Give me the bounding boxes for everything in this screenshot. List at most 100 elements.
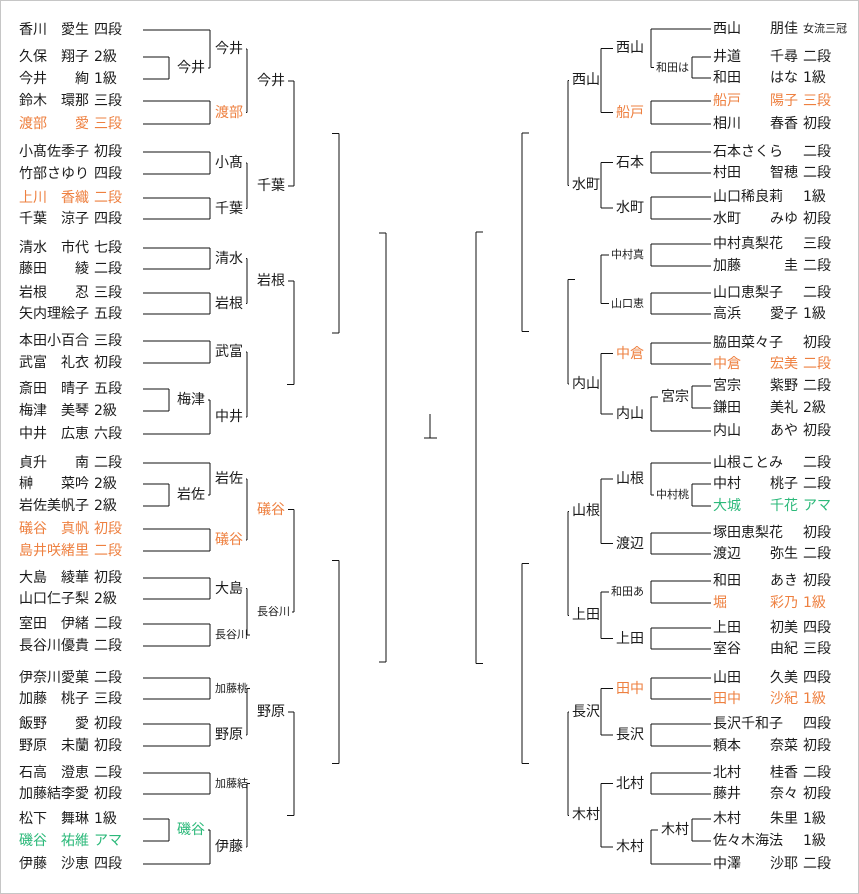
family-name: 岩根 [19,285,47,301]
family-name: 礒谷 [19,521,47,537]
player-name: 中村 桃子 [713,474,798,494]
given-name: 沙紀 [770,691,798,707]
player-name: 香川 愛生 [19,20,89,40]
player-rank: 初段 [803,525,831,541]
family-name: 村田 [713,165,741,181]
player-left-36: 伊藤 沙恵 四段 [19,854,122,874]
player-name: 山口仁子梨 [19,589,89,609]
player-left-6: 小髙佐季子 初段 [19,142,122,162]
family-name: 水町 [713,211,741,227]
player-right-15: 中倉 宏美 二段 [713,354,831,374]
player-rank: 七段 [94,240,122,256]
round-winner-label: 宮宗 [661,389,689,405]
family-name: 加藤 [19,691,47,707]
player-rank: 1級 [803,595,826,611]
player-name: 藤田 綾 [19,259,89,279]
player-name: 鎌田 美礼 [713,398,798,418]
player-right-32: 北村 桂香 二段 [713,763,831,783]
family-name: 大島 [19,570,47,586]
family-name: 中澤 [713,856,741,872]
player-name: 大島 綾華 [19,568,89,588]
round-winner-label: 西山 [616,40,644,57]
player-name: 松下 舞琳 [19,809,89,829]
given-name: 千尋 [770,49,798,65]
given-name: みゆ [770,211,798,227]
player-name: 加藤 圭 [713,256,798,276]
player-rank: 二段 [803,546,831,562]
player-left-16: 斎田 晴子 五段 [19,379,122,399]
round-winner-label: 木村 [572,807,600,824]
given-name: 由紀 [770,641,798,657]
player-name: 宮宗 紫野 [713,376,798,396]
family-name: 内山 [713,423,741,439]
family-name: 加藤結李愛 [19,786,89,802]
player-name: 中井 広恵 [19,424,89,444]
family-name: 藤井 [713,786,741,802]
player-rank: 1級 [803,70,826,86]
player-rank: 1級 [803,306,826,322]
player-rank: 初段 [94,570,122,586]
player-name: 大城 千花 [713,496,798,516]
given-name: 桃子 [61,691,89,707]
player-rank: 2級 [94,498,117,514]
player-name: 石本さくら [713,142,798,162]
player-right-11: 加藤 圭二段 [713,256,831,276]
round-winner-label: 木村 [616,839,644,855]
player-name: 野原 未蘭 [19,736,89,756]
round-winner-label: 山根 [616,471,644,487]
player-name: 室田 伊緒 [19,614,89,634]
player-name: 頼本 奈菜 [713,736,798,756]
family-name: 室谷 [713,641,741,657]
family-name: 山口恵梨子 [713,285,783,301]
round-winner-label: 和田あ [611,585,644,598]
family-name: 梅津 [19,403,47,419]
family-name: 船戸 [713,93,741,109]
player-left-35: 磯谷 祐維 アマ [19,831,122,851]
round-winner-label: 野原 [257,703,285,720]
player-rank: 二段 [94,455,122,471]
player-rank: 初段 [803,573,831,589]
player-name: 中倉 宏美 [713,354,798,374]
player-rank: 初段 [803,211,831,227]
player-name: 山口稀良莉 [713,187,798,207]
player-right-23: 渡辺 弥生 二段 [713,544,831,564]
player-rank: 初段 [803,786,831,802]
player-rank: 三段 [803,641,831,657]
player-left-34: 松下 舞琳 1級 [19,809,117,829]
given-name: 桃子 [770,476,798,492]
player-right-7: 村田 智穂 二段 [713,163,831,183]
player-rank: 三段 [94,116,122,132]
given-name: 朱里 [770,811,798,827]
player-rank: 初段 [94,738,122,754]
family-name: 室田 [19,616,47,632]
family-name: 藤田 [19,261,47,277]
player-rank: 四段 [803,716,831,732]
round-winner-label: 岩根 [257,273,285,289]
family-name: 岩佐美帆子 [19,498,89,514]
player-name: 佐々木海法 [713,831,798,851]
player-right-3: 和田 はな 1級 [713,68,826,88]
family-name: 宮宗 [713,378,741,394]
round-winner-label: 岩佐 [215,471,243,487]
player-rank: 二段 [803,285,831,301]
family-name: 中村 [713,476,741,492]
round-winner-label: 礒谷 [215,532,243,548]
round-winner-label: 千葉 [257,177,285,194]
round-winner-label: 渡部 [215,104,243,121]
given-name: 愛 [75,116,89,132]
round-winner-label: 野原 [215,727,243,743]
round-winner-label: 西山 [572,72,600,89]
family-name: 今井 [19,71,47,87]
round-winner-label: 今井 [257,72,285,89]
player-left-3: 今井 絢 1級 [19,69,117,89]
player-rank: 1級 [803,189,826,205]
player-name: 北村 桂香 [713,763,798,783]
family-name: 上川 [19,190,47,206]
given-name: 美礼 [770,400,798,416]
player-rank: 二段 [94,765,122,781]
player-left-25: 山口仁子梨 2級 [19,589,117,609]
given-name: 陽子 [770,93,798,109]
given-name: 桂香 [770,765,798,781]
player-left-11: 藤田 綾二段 [19,259,122,279]
player-rank: 四段 [94,166,122,182]
